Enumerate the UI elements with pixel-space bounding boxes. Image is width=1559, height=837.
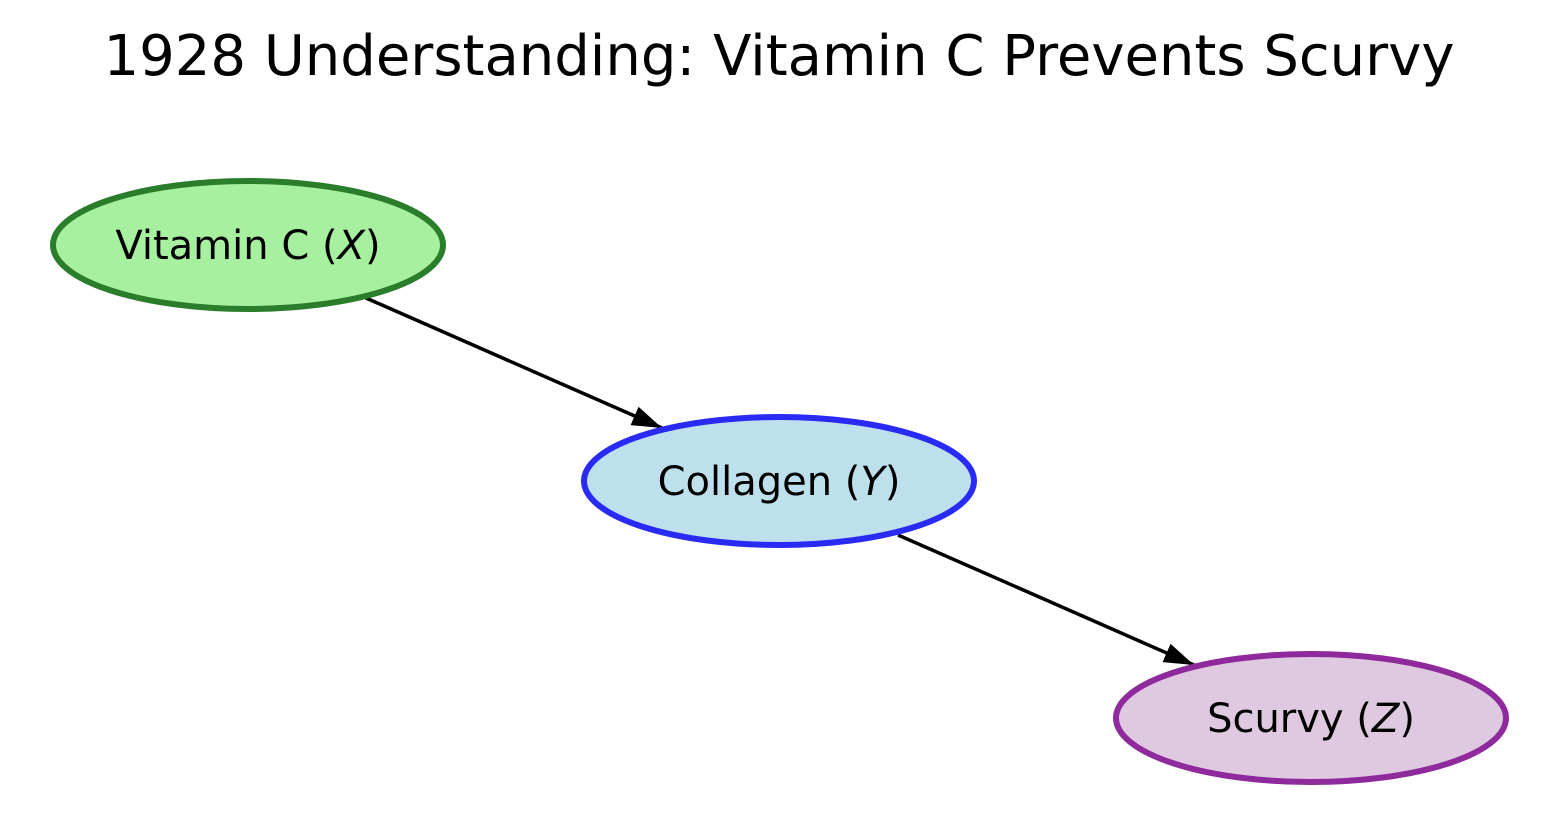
node-scurvy-shape <box>1113 651 1509 785</box>
node-collagen-name: Collagen <box>658 459 833 505</box>
node-vitamin-c-variable: X <box>336 223 367 269</box>
node-vitamin-c-label: Vitamin C (X) <box>115 223 380 269</box>
node-vitamin-c: Vitamin C (X) <box>50 178 446 312</box>
node-collagen-variable: Y <box>860 459 888 505</box>
node-collagen: Collagen (Y) <box>581 414 977 548</box>
node-collagen-label: Collagen (Y) <box>658 459 901 505</box>
edge-vitamin-c-to-collagen <box>365 296 663 430</box>
node-scurvy-name: Scurvy <box>1207 696 1344 742</box>
node-scurvy: Scurvy (Z) <box>1113 651 1509 785</box>
node-scurvy-label: Scurvy (Z) <box>1207 696 1415 742</box>
edge-collagen-to-scurvy <box>897 533 1195 667</box>
node-vitamin-c-shape <box>50 178 446 312</box>
node-scurvy-variable: Z <box>1371 696 1401 742</box>
diagram-title: 1928 Understanding: Vitamin C Prevents S… <box>104 24 1455 89</box>
node-collagen-shape <box>581 414 977 548</box>
node-vitamin-c-name: Vitamin C <box>115 223 309 269</box>
